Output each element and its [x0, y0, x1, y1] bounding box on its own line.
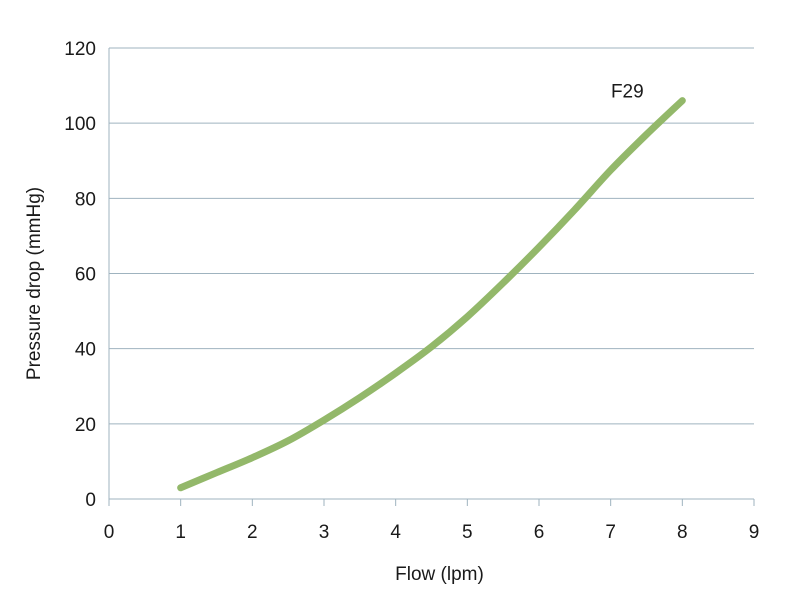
x-tick-label: 6	[534, 522, 545, 543]
axes	[108, 48, 755, 506]
y-axis-title: Pressure drop (mmHg)	[24, 187, 45, 380]
x-tick-label: 5	[462, 522, 473, 543]
x-axis-title: Flow (lpm)	[395, 564, 484, 585]
y-tick-label: 20	[75, 415, 96, 436]
y-tick-label: 0	[85, 490, 96, 511]
x-tick-label: 1	[175, 522, 186, 543]
x-tick-label: 7	[605, 522, 616, 543]
grid-lines	[109, 47, 754, 425]
x-tick-label: 8	[677, 522, 688, 543]
y-tick-label: 60	[75, 265, 96, 286]
x-tick-label: 0	[104, 522, 115, 543]
x-tick-label: 9	[749, 522, 760, 543]
x-tick-label: 3	[319, 522, 330, 543]
tick-labels: 0 20 40 60 80 100 120 0 1 2 3 4 5 6 7 8 9	[64, 39, 759, 543]
series-label-f29: F29	[611, 82, 644, 103]
y-tick-label: 120	[64, 39, 96, 60]
y-tick-label: 80	[75, 189, 96, 210]
y-tick-label: 40	[75, 340, 96, 361]
x-tick-label: 4	[390, 522, 401, 543]
series-lines	[177, 97, 686, 492]
x-tick-label: 2	[247, 522, 258, 543]
y-tick-label: 100	[64, 114, 96, 135]
series-line-f29	[177, 97, 686, 492]
